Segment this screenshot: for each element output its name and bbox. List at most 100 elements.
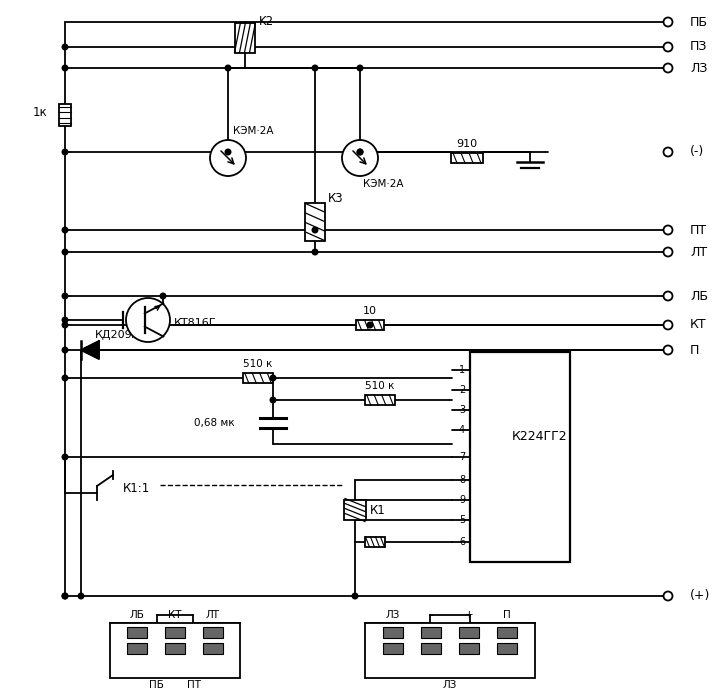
Text: 4: 4 [459,425,465,435]
Bar [165,643,185,654]
Circle shape [62,149,68,155]
Bar [470,352,570,562]
Circle shape [62,65,68,71]
Circle shape [210,140,246,176]
Text: (+): (+) [690,590,711,603]
Text: ПБ: ПБ [690,16,708,28]
Circle shape [270,397,275,402]
Text: ЛЗ: ЛЗ [443,680,457,688]
Text: К1:1: К1:1 [123,482,150,495]
Circle shape [664,147,672,156]
Bar [243,373,273,383]
Text: 10: 10 [363,306,377,316]
Circle shape [664,345,672,354]
Text: ЛТ: ЛТ [206,610,220,620]
Text: 3: 3 [459,405,465,415]
Circle shape [62,227,68,233]
Text: ЛБ: ЛБ [129,610,145,620]
Circle shape [312,65,318,71]
Bar [127,643,147,654]
Text: П: П [690,343,699,356]
Text: +: + [465,610,474,620]
Circle shape [357,65,363,71]
Circle shape [62,593,68,599]
Bar [305,203,325,241]
Text: КТ: КТ [690,319,706,332]
Text: КТ816Г: КТ816Г [174,318,216,328]
Bar [365,537,385,547]
Text: ЛЗ: ЛЗ [386,610,400,620]
Circle shape [78,593,84,599]
Bar [365,395,395,405]
Text: K2: K2 [259,15,274,28]
Circle shape [664,592,672,601]
Bar [459,627,479,638]
Text: ПЗ: ПЗ [690,41,707,54]
Bar [421,627,441,638]
Text: 7: 7 [459,452,465,462]
Bar [497,643,517,654]
Circle shape [225,65,231,71]
Text: 6: 6 [459,537,465,547]
Text: ЛБ: ЛБ [690,290,708,303]
Circle shape [664,248,672,257]
Circle shape [312,227,318,233]
Circle shape [62,249,68,255]
Circle shape [62,322,68,327]
Circle shape [352,593,358,599]
Text: К3: К3 [328,191,343,204]
Bar [459,643,479,654]
Circle shape [367,322,373,327]
Bar [383,627,403,638]
Circle shape [62,593,68,599]
Text: К1: К1 [370,504,386,517]
Circle shape [270,375,275,380]
Text: 1: 1 [459,365,465,375]
Text: 9: 9 [459,495,465,505]
Bar [356,320,384,330]
Text: 2: 2 [459,385,465,395]
Bar [110,623,240,678]
Circle shape [62,44,68,50]
Circle shape [126,298,170,342]
Text: ПТ: ПТ [690,224,707,237]
Text: 510 к: 510 к [244,359,273,369]
Text: ЛЗ: ЛЗ [690,61,707,74]
Text: 910: 910 [456,139,478,149]
Bar [203,643,223,654]
Circle shape [664,226,672,235]
Circle shape [312,249,318,255]
Circle shape [664,321,672,330]
Text: ПБ: ПБ [148,680,163,688]
Bar [127,627,147,638]
Text: (-): (-) [690,145,704,158]
Text: 510 к: 510 к [365,381,395,391]
Text: 8: 8 [459,475,465,485]
Text: П: П [503,610,511,620]
Text: 0,68 мк: 0,68 мк [194,418,235,428]
Bar [203,627,223,638]
Circle shape [161,293,166,299]
Bar [497,627,517,638]
Bar [365,623,535,678]
Text: ПТ: ПТ [187,680,201,688]
Text: КЭМ·2А: КЭМ·2А [363,179,403,189]
Text: КТ: КТ [168,610,181,620]
Circle shape [62,375,68,380]
Circle shape [357,149,363,155]
Bar [344,500,366,520]
Bar [451,153,483,163]
Text: -: - [429,610,433,620]
Bar [59,104,71,126]
Circle shape [342,140,378,176]
Text: 5: 5 [459,515,465,525]
Circle shape [664,43,672,52]
Circle shape [357,149,363,155]
Circle shape [62,454,68,460]
Circle shape [664,17,672,27]
Bar [235,23,255,52]
Bar [383,643,403,654]
Polygon shape [81,341,99,359]
Text: К224ГГ2: К224ГГ2 [512,431,568,444]
Circle shape [664,292,672,301]
